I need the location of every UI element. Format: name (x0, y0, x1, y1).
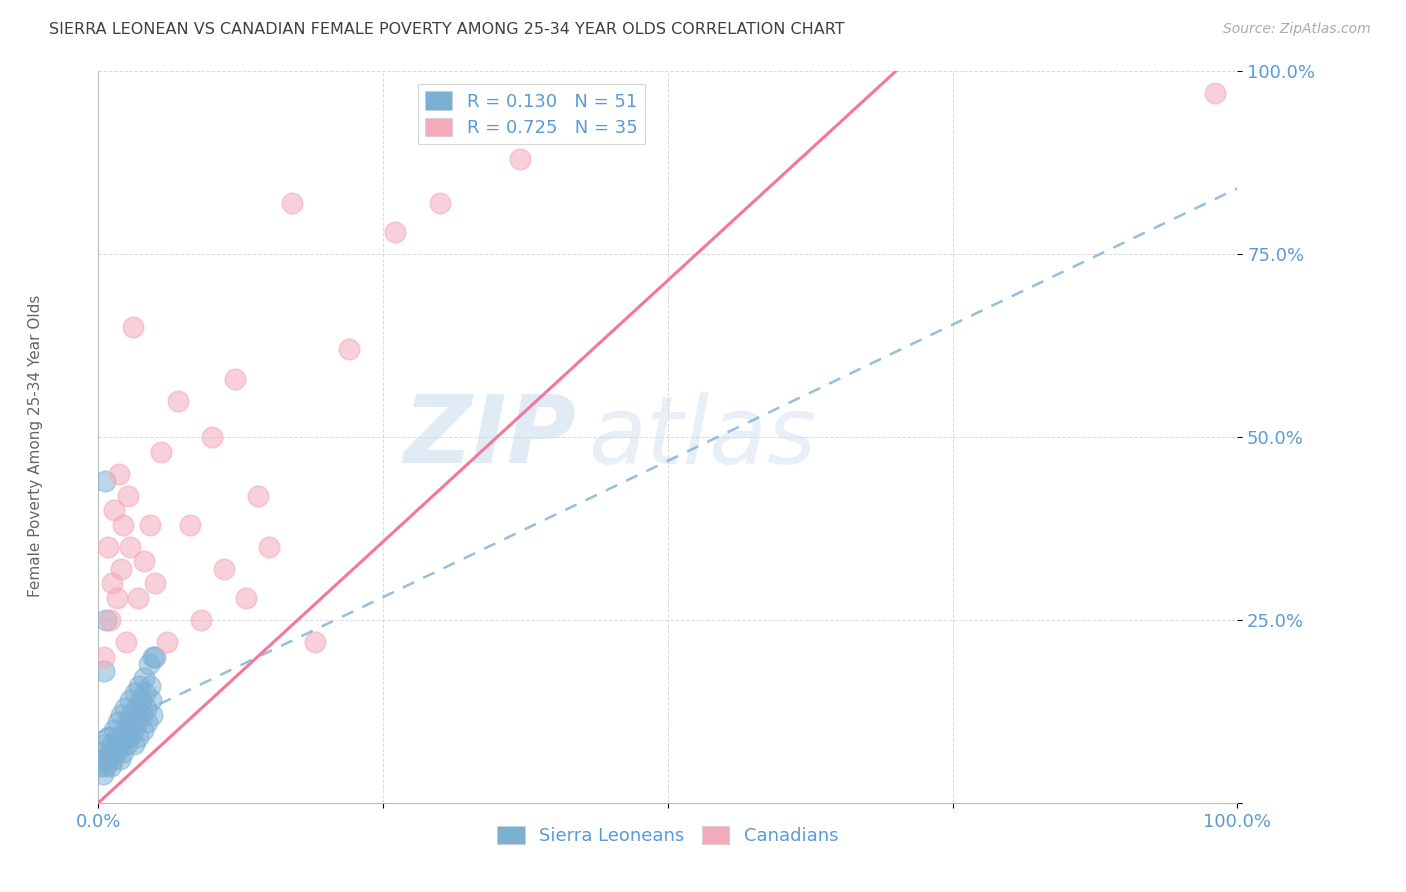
Point (167, 393, 190, 408)
Point (93, 649, 115, 664)
Point (120, 540, 142, 554)
Text: ZIP: ZIP (404, 391, 576, 483)
Point (108, 737, 131, 751)
Point (117, 489, 139, 503)
Point (94, 474, 117, 488)
Point (98, 613, 121, 627)
Point (135, 700, 157, 714)
Point (150, 444, 173, 458)
Point (259, 540, 281, 554)
Point (128, 679, 150, 693)
Point (103, 752, 125, 766)
Point (138, 517, 160, 532)
Point (101, 576, 124, 591)
Point (246, 489, 269, 503)
Point (118, 730, 141, 744)
Point (201, 430, 224, 444)
Point (114, 723, 136, 737)
Point (1204, 87, 1226, 101)
Point (120, 693, 142, 707)
Point (110, 562, 132, 576)
Point (97, 752, 120, 766)
Legend: Sierra Leoneans, Canadians: Sierra Leoneans, Canadians (491, 819, 845, 852)
Point (120, 708, 142, 723)
Point (121, 320, 143, 334)
Point (104, 745, 127, 759)
Point (125, 700, 148, 714)
Point (103, 503, 125, 517)
Text: Female Poverty Among 25-34 Year Olds: Female Poverty Among 25-34 Year Olds (28, 295, 42, 597)
Point (142, 649, 165, 664)
Point (110, 708, 132, 723)
Point (127, 591, 149, 605)
Point (145, 649, 167, 664)
Point (112, 745, 135, 759)
Point (127, 715, 149, 730)
Text: Source: ZipAtlas.com: Source: ZipAtlas.com (1223, 22, 1371, 37)
Point (139, 693, 162, 707)
Point (141, 708, 163, 723)
Point (96, 540, 118, 554)
Point (136, 715, 159, 730)
Point (132, 554, 155, 568)
Point (105, 730, 128, 744)
Point (90, 759, 112, 773)
Point (509, 152, 531, 166)
Point (90, 745, 112, 759)
Point (127, 730, 149, 744)
Point (93, 752, 115, 766)
Point (129, 693, 152, 707)
Point (98, 745, 121, 759)
Point (212, 562, 235, 576)
Point (103, 723, 125, 737)
Point (96, 613, 118, 627)
Point (114, 700, 136, 714)
Point (235, 591, 257, 605)
Point (384, 225, 406, 239)
Point (138, 679, 160, 693)
Point (93, 664, 115, 678)
Point (124, 686, 146, 700)
Point (94, 737, 117, 751)
Point (145, 576, 167, 591)
Point (96, 759, 118, 773)
Point (134, 686, 156, 700)
Text: atlas: atlas (588, 392, 817, 483)
Point (115, 737, 138, 751)
Point (96, 730, 118, 744)
Point (117, 715, 139, 730)
Point (114, 635, 136, 649)
Point (111, 730, 134, 744)
Point (107, 715, 129, 730)
Point (108, 467, 131, 481)
Point (337, 343, 360, 357)
Point (100, 759, 122, 773)
Point (281, 196, 304, 211)
Point (304, 635, 326, 649)
Point (101, 737, 124, 751)
Point (112, 517, 135, 532)
Point (156, 635, 179, 649)
Point (122, 737, 145, 751)
Point (179, 517, 201, 532)
Point (429, 196, 451, 211)
Point (132, 723, 155, 737)
Text: SIERRA LEONEAN VS CANADIAN FEMALE POVERTY AMONG 25-34 YEAR OLDS CORRELATION CHAR: SIERRA LEONEAN VS CANADIAN FEMALE POVERT… (49, 22, 845, 37)
Point (132, 672, 155, 686)
Point (224, 371, 246, 385)
Point (105, 591, 128, 605)
Point (131, 708, 153, 723)
Point (91, 766, 114, 780)
Point (121, 723, 143, 737)
Point (190, 613, 212, 627)
Point (138, 657, 160, 671)
Point (108, 752, 131, 766)
